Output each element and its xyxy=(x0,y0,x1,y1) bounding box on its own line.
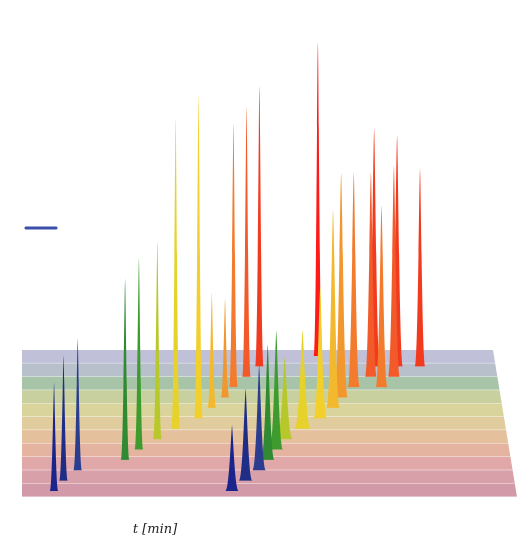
trace xyxy=(229,123,388,388)
trace xyxy=(49,382,239,491)
trace xyxy=(313,42,323,356)
trace xyxy=(220,173,348,398)
chromatogram-peak xyxy=(261,344,275,460)
chromatogram-peak xyxy=(365,172,377,377)
chromatogram-peak xyxy=(242,106,251,377)
chromatogram-peak xyxy=(73,338,82,471)
chromatogram-peak xyxy=(194,94,203,419)
chromatogram-peak xyxy=(220,298,230,398)
chromatogram-peak xyxy=(375,205,388,388)
chromatogram-peak xyxy=(153,241,162,440)
chromatogram-peak xyxy=(49,382,59,491)
trace xyxy=(134,258,283,450)
chromatogram-peak xyxy=(225,425,239,491)
chromatogram-peak xyxy=(252,364,266,471)
chromatogram-peak xyxy=(120,278,130,460)
trace xyxy=(242,106,400,377)
chromatogram-peak xyxy=(334,173,348,398)
chromatogram-peak xyxy=(347,172,360,388)
chromatogram-peak xyxy=(276,356,293,440)
baseline-band xyxy=(22,416,507,431)
baseline-band xyxy=(22,390,502,404)
chromatogram-peak xyxy=(294,329,311,429)
chromatogram-peak xyxy=(59,355,68,481)
baseline-band xyxy=(22,376,500,391)
baseline-band xyxy=(22,456,513,471)
trace xyxy=(120,278,275,460)
baseline-band xyxy=(22,403,504,417)
chromatogram-peak xyxy=(171,118,180,429)
trace xyxy=(59,355,253,481)
baseline-band xyxy=(22,483,517,497)
chromatogram-peak xyxy=(313,42,323,356)
chromatogram-peak xyxy=(134,258,144,450)
chromatogram-traces xyxy=(49,42,426,491)
chromatogram-peak xyxy=(414,168,426,367)
x-axis-label: t [min] xyxy=(133,522,178,537)
trace xyxy=(153,241,293,440)
chromatogram-peak xyxy=(313,286,327,419)
trace xyxy=(73,338,266,471)
chromatogram-peak xyxy=(255,85,264,367)
chromatogram-peak xyxy=(238,388,253,481)
trace xyxy=(207,209,340,408)
baseline-band xyxy=(22,470,515,484)
chromatogram-peak xyxy=(269,330,283,450)
chromatogram-peak xyxy=(207,292,217,408)
trace xyxy=(171,118,311,429)
baseline-grid xyxy=(22,350,517,498)
chromatogram-peak xyxy=(229,123,238,388)
chromatogram-peak xyxy=(388,165,400,377)
trace xyxy=(194,94,327,419)
chromatogram-peak xyxy=(326,209,340,408)
